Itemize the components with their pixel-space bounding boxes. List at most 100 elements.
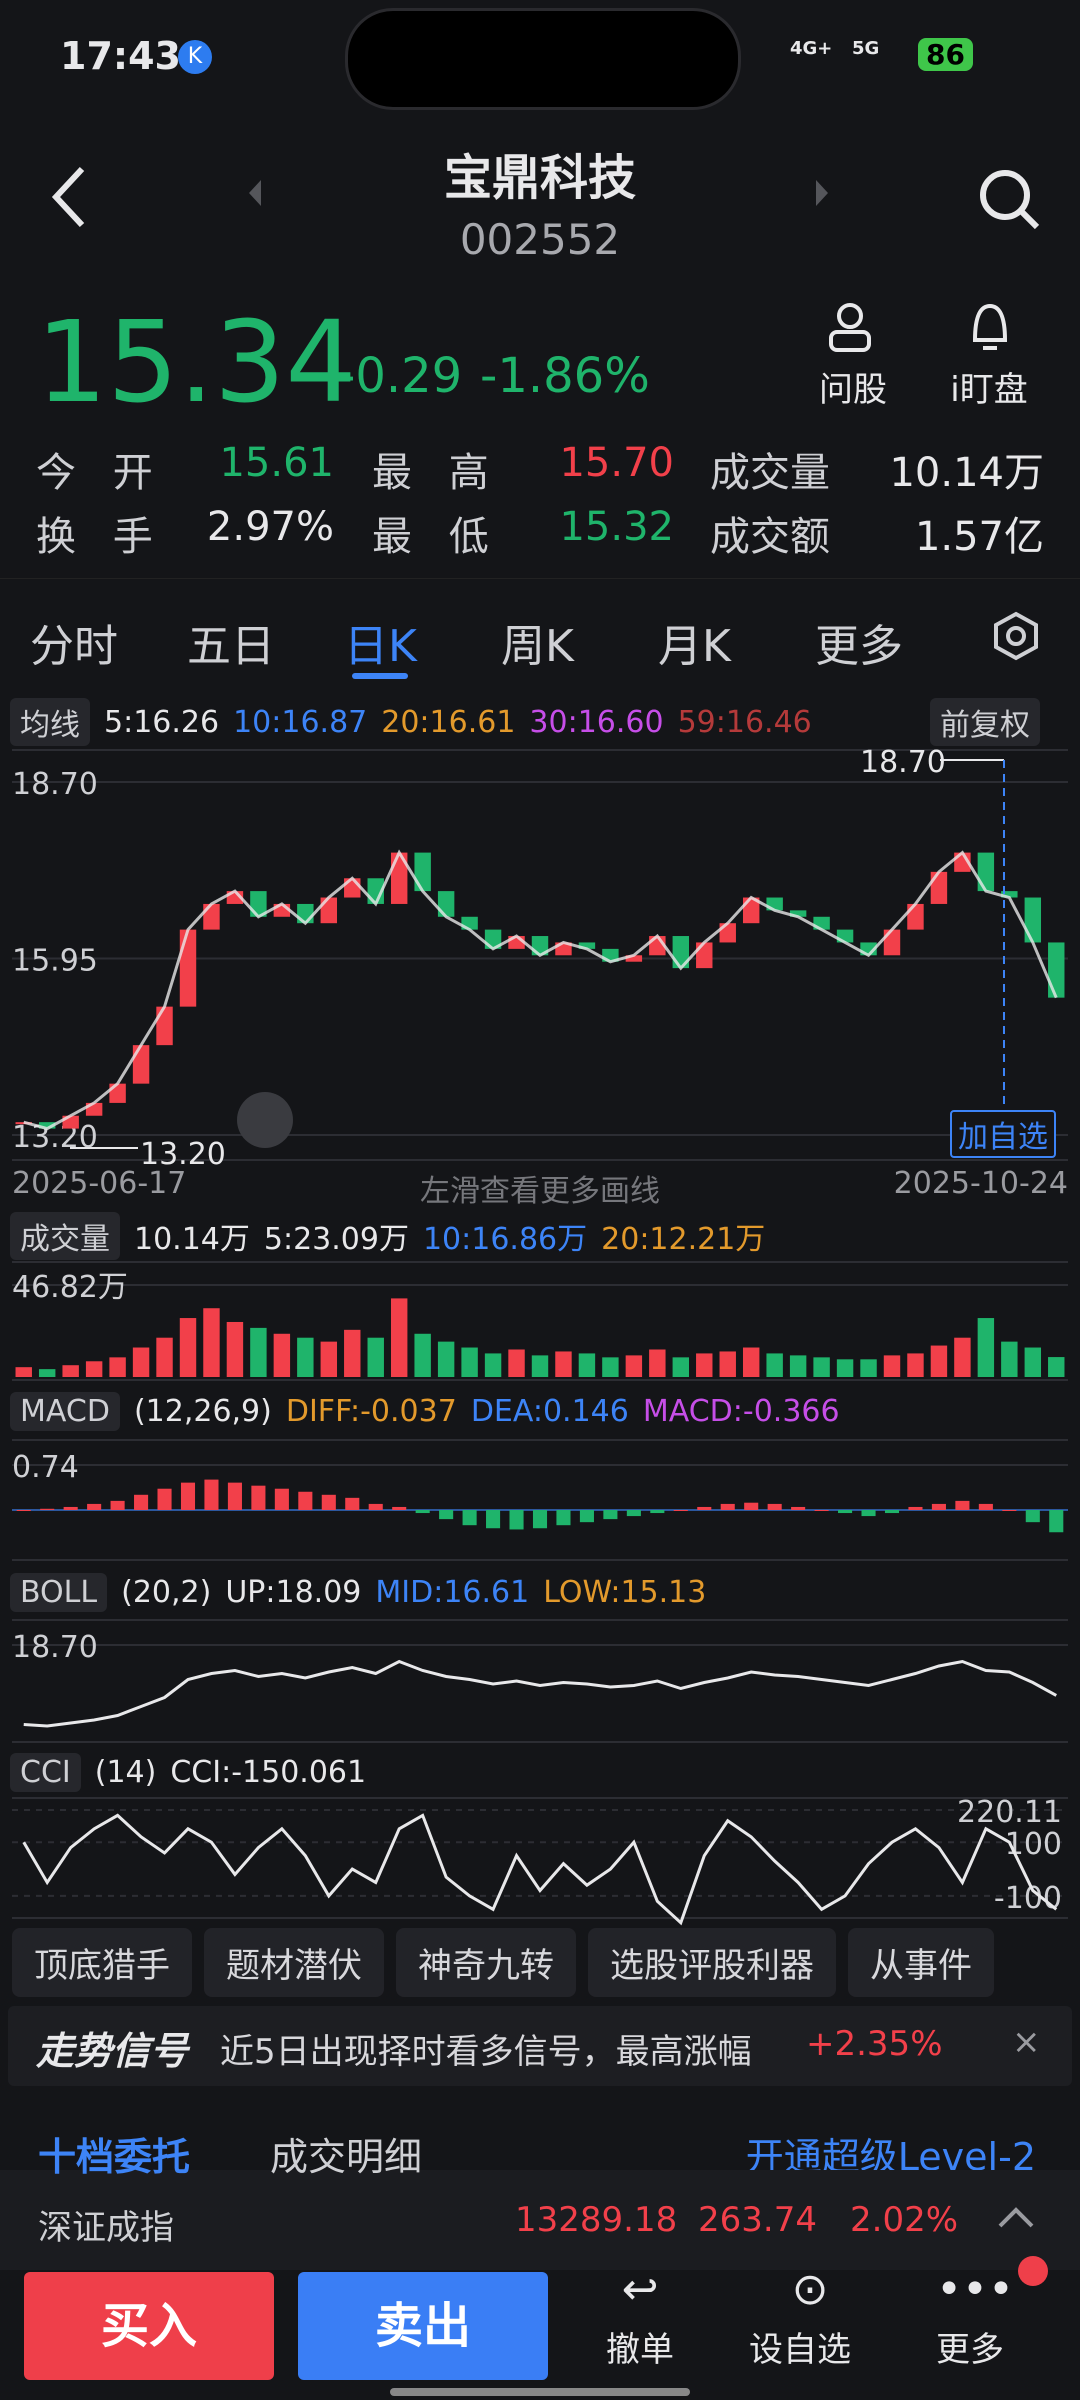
macd-bar bbox=[16, 1510, 31, 1511]
volume-bar bbox=[38, 1369, 56, 1377]
home-indicator bbox=[390, 2388, 690, 2396]
macd-bar bbox=[251, 1485, 266, 1510]
back-button[interactable] bbox=[50, 165, 90, 229]
feature-tag[interactable]: 神奇九转 bbox=[396, 1928, 576, 1997]
order-tab[interactable]: 成交明细 bbox=[270, 2135, 423, 2179]
macd-bar bbox=[274, 1488, 289, 1510]
volume-bar bbox=[226, 1321, 244, 1377]
dynamic-island bbox=[345, 8, 741, 110]
feature-tag[interactable]: 从事件 bbox=[848, 1928, 994, 1997]
volume-bar bbox=[954, 1337, 971, 1377]
feature-tag[interactable]: 顶底猎手 bbox=[12, 1928, 192, 1997]
hint: 左滑查看更多画线 bbox=[420, 1174, 660, 1209]
volume-bar bbox=[1024, 1347, 1042, 1377]
adjust-select[interactable]: 前复权 bbox=[930, 698, 1040, 746]
stat-label: 换 手 bbox=[36, 514, 165, 560]
indicator-select[interactable]: 成交量 bbox=[10, 1212, 120, 1260]
bottom-action[interactable]: 更多 bbox=[936, 2330, 1004, 2370]
macd-bar bbox=[110, 1500, 125, 1510]
legend-item: 10:16.86万 bbox=[422, 1222, 588, 1257]
signal-card[interactable] bbox=[8, 2006, 1072, 2086]
stat-value: 1.57亿 bbox=[914, 514, 1044, 560]
candle bbox=[250, 891, 267, 917]
macd-bar bbox=[509, 1510, 524, 1530]
macd-bar bbox=[791, 1506, 806, 1510]
close-icon[interactable]: × bbox=[1012, 2022, 1041, 2062]
period-tab[interactable]: 周K bbox=[501, 621, 574, 672]
candle bbox=[672, 936, 690, 969]
y-tick-label: 18.70 bbox=[12, 1630, 98, 1665]
volume-bar bbox=[766, 1353, 783, 1377]
volume-bar bbox=[907, 1353, 924, 1377]
macd-bar bbox=[931, 1503, 946, 1510]
candle bbox=[836, 929, 854, 943]
volume-bar bbox=[1001, 1341, 1018, 1377]
candle bbox=[226, 891, 244, 904]
quote-action[interactable]: 问股 bbox=[819, 370, 887, 410]
period-tab[interactable]: 分时 bbox=[30, 621, 118, 672]
order-tab[interactable]: 十档委托 bbox=[38, 2135, 191, 2179]
legend-item: LOW:15.13 bbox=[543, 1575, 707, 1610]
legend-item: MID:16.61 bbox=[375, 1575, 530, 1610]
index-name: 深证成指 bbox=[38, 2208, 174, 2248]
macd-bar bbox=[40, 1508, 55, 1510]
prev-stock[interactable] bbox=[245, 178, 265, 208]
stat-value: 15.32 bbox=[559, 504, 674, 550]
volume-bar bbox=[203, 1308, 220, 1377]
legend-item: 5:16.26 bbox=[104, 704, 220, 740]
ask-icon[interactable] bbox=[825, 300, 875, 354]
indicator-select[interactable]: 均线 bbox=[10, 698, 90, 746]
feature-tag[interactable]: 选股评股利器 bbox=[588, 1928, 836, 1997]
legend-item: 59:16.46 bbox=[677, 704, 812, 740]
macd-bar bbox=[673, 1510, 688, 1511]
legend-item: DIFF:-0.037 bbox=[285, 1394, 457, 1429]
macd-bar bbox=[532, 1510, 548, 1529]
expand-icon[interactable] bbox=[996, 2206, 1036, 2230]
indicator-select[interactable]: CCI bbox=[10, 1753, 81, 1792]
macd-bar bbox=[157, 1488, 172, 1510]
indicator-select[interactable]: BOLL bbox=[10, 1573, 108, 1612]
candle bbox=[531, 936, 549, 956]
candle bbox=[860, 942, 877, 956]
bottom-action[interactable]: 设自选 bbox=[749, 2330, 851, 2370]
candle bbox=[578, 942, 596, 949]
buy-button[interactable]: 买入 bbox=[24, 2272, 274, 2380]
macd-bar bbox=[908, 1506, 923, 1510]
sell-button[interactable]: 卖出 bbox=[298, 2272, 548, 2380]
candle bbox=[367, 878, 384, 904]
price: 15.34 bbox=[36, 298, 357, 428]
volume-bar bbox=[789, 1355, 807, 1377]
period-tab[interactable]: 五日 bbox=[187, 621, 275, 672]
add-watchlist[interactable]: 加自选 bbox=[950, 1110, 1056, 1158]
period-tab[interactable]: 更多 bbox=[815, 621, 903, 672]
candle bbox=[344, 878, 361, 898]
period-tab[interactable]: 月K bbox=[658, 621, 731, 672]
candle bbox=[696, 942, 713, 969]
signal-title: 走势信号 bbox=[36, 2029, 189, 2073]
next-stock[interactable] bbox=[812, 178, 832, 208]
indicator-select[interactable]: MACD bbox=[10, 1392, 120, 1431]
legend-item: 10.14万 bbox=[134, 1222, 250, 1257]
macd-bar bbox=[415, 1510, 430, 1514]
macd-bar bbox=[368, 1503, 383, 1510]
quote-action[interactable]: i盯盘 bbox=[950, 370, 1028, 410]
index-bar bbox=[0, 2170, 1080, 2270]
volume-bar bbox=[883, 1355, 901, 1377]
candle bbox=[649, 936, 666, 956]
volume-bar bbox=[15, 1367, 32, 1377]
candle bbox=[203, 903, 220, 930]
volume-bar bbox=[344, 1329, 361, 1377]
search-button[interactable] bbox=[975, 165, 1045, 235]
end-date: 2025-10-24 bbox=[893, 1166, 1068, 1201]
watch-icon[interactable] bbox=[965, 300, 1015, 354]
bottom-action[interactable]: 撤单 bbox=[606, 2330, 674, 2370]
macd-bar bbox=[1025, 1510, 1040, 1523]
settings-button[interactable] bbox=[990, 610, 1042, 662]
candle bbox=[602, 948, 619, 962]
feature-tag[interactable]: 题材潜伏 bbox=[204, 1928, 384, 1997]
volume-bar bbox=[625, 1355, 643, 1377]
period-tab[interactable]: 日K bbox=[344, 621, 417, 672]
candle bbox=[977, 852, 995, 892]
network: 4G+ bbox=[790, 38, 833, 59]
candle bbox=[461, 916, 478, 930]
